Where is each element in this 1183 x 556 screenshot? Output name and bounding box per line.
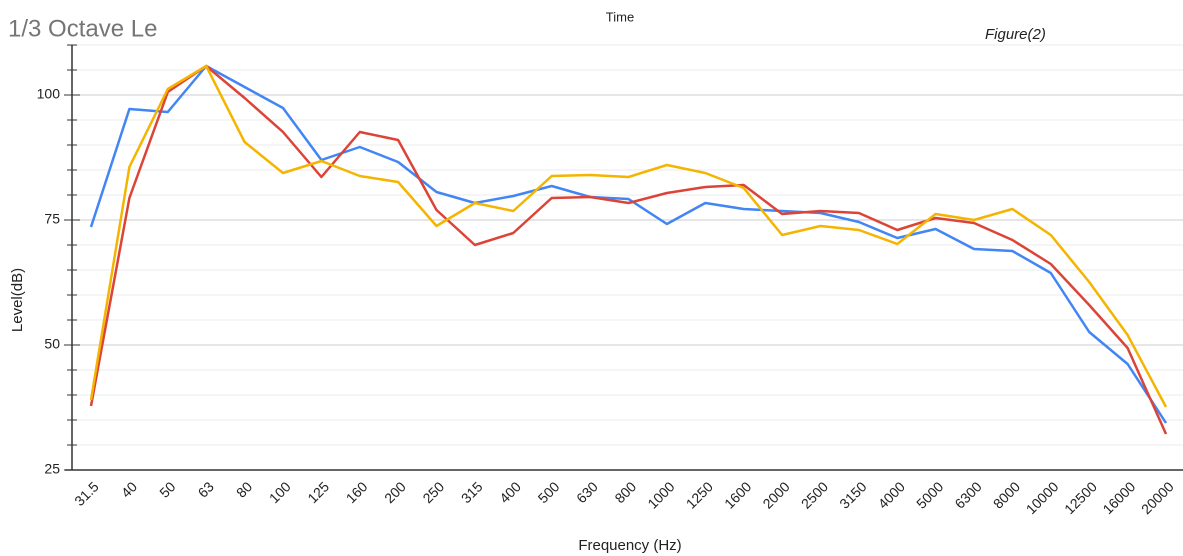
x-tick-label: 315 xyxy=(458,478,486,506)
x-tick-label: 2000 xyxy=(759,478,792,511)
x-tick-label: 800 xyxy=(611,478,639,506)
y-tick-label: 25 xyxy=(44,461,60,477)
series-line xyxy=(89,64,1168,424)
x-axis-label: Frequency (Hz) xyxy=(578,537,681,554)
x-tick-label: 630 xyxy=(573,478,601,506)
x-tick-label: 3150 xyxy=(836,478,869,511)
x-tick-label: 125 xyxy=(304,478,332,506)
annotation: Figure(2) xyxy=(985,26,1046,43)
y-tick-label: 50 xyxy=(44,336,60,352)
x-tick-label: 100 xyxy=(266,478,294,506)
x-tick-label: 80 xyxy=(233,478,255,500)
chart-subtitle: Time xyxy=(606,9,634,24)
x-tick-label: 1000 xyxy=(644,478,677,511)
x-tick-label: 6300 xyxy=(951,478,984,511)
x-tick-label: 500 xyxy=(535,478,563,506)
x-tick-label: 16000 xyxy=(1100,478,1139,517)
x-tick-label: 63 xyxy=(195,478,217,500)
x-tick-label: 1600 xyxy=(721,478,754,511)
series-line xyxy=(89,64,1168,408)
x-tick-label: 12500 xyxy=(1061,478,1100,517)
chart-title: 1/3 Octave Le xyxy=(8,15,157,42)
x-tick-label: 250 xyxy=(419,478,447,506)
x-tick-label: 20000 xyxy=(1138,478,1177,517)
x-tick-label: 31.5 xyxy=(71,478,102,509)
y-tick-label: 100 xyxy=(37,86,61,102)
y-axis-label: Level(dB) xyxy=(9,268,26,332)
x-tick-label: 1250 xyxy=(683,478,716,511)
x-tick-label: 4000 xyxy=(875,478,908,511)
x-tick-label: 160 xyxy=(343,478,371,506)
x-tick-label: 50 xyxy=(156,478,178,500)
x-tick-label: 40 xyxy=(118,478,140,500)
x-tick-label: 2500 xyxy=(798,478,831,511)
x-tick-label: 10000 xyxy=(1023,478,1062,517)
x-tick-label: 8000 xyxy=(990,478,1023,511)
x-tick-label: 200 xyxy=(381,478,409,506)
y-tick-label: 75 xyxy=(44,211,60,227)
series-line xyxy=(89,64,1168,435)
x-tick-label: 400 xyxy=(496,478,524,506)
x-tick-label: 5000 xyxy=(913,478,946,511)
